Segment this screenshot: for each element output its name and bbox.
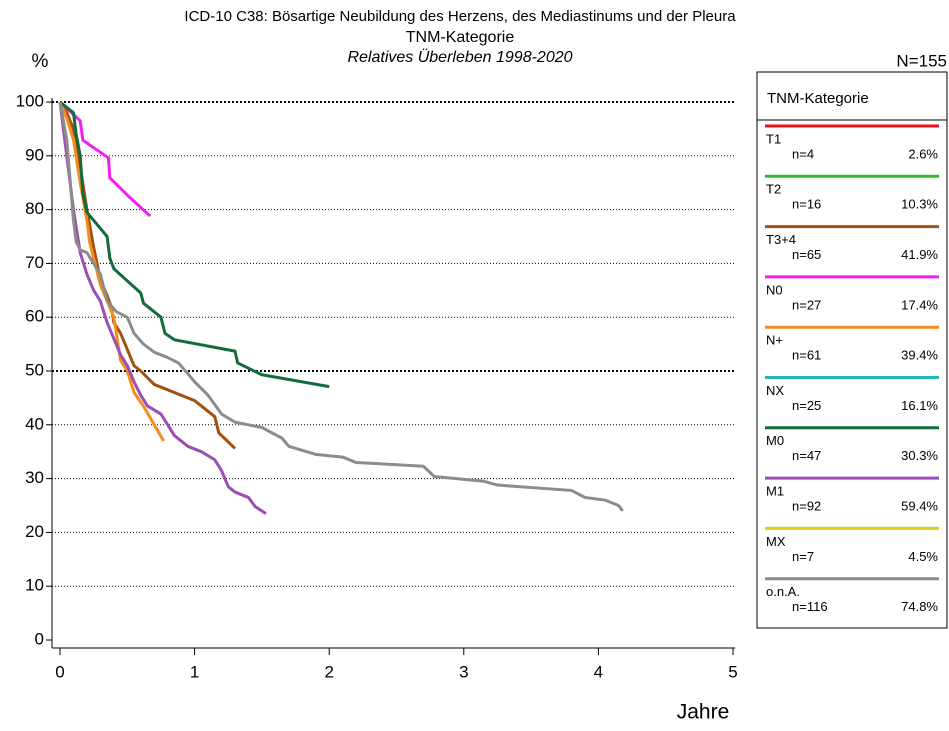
legend-count: n=47 <box>792 448 821 463</box>
y-tick-label: 50 <box>25 360 44 379</box>
legend-count: n=116 <box>792 599 828 614</box>
y-tick-label: 30 <box>25 468 44 487</box>
chart-title: ICD-10 C38: Bösartige Neubildung des Her… <box>184 8 736 25</box>
legend-count: n=16 <box>792 197 821 212</box>
legend-label: o.n.A. <box>766 584 800 599</box>
legend-count: n=92 <box>792 499 821 514</box>
y-tick-label: 20 <box>25 522 44 541</box>
legend-share: 4.5% <box>908 549 938 564</box>
legend-count: n=7 <box>792 549 814 564</box>
survival-line <box>58 101 267 515</box>
legend-share: 10.3% <box>901 197 938 212</box>
legend-share: 16.1% <box>901 398 938 413</box>
legend-count: n=61 <box>792 348 821 363</box>
legend-share: 39.4% <box>901 348 938 363</box>
y-tick-label: 10 <box>25 576 44 595</box>
y-tick-label: 70 <box>25 253 44 272</box>
survival-line <box>58 100 152 218</box>
legend-share: 17.4% <box>901 297 938 312</box>
chart-subtitle: TNM-Kategorie <box>406 29 515 46</box>
legend-title: TNM-Kategorie <box>767 90 869 107</box>
y-tick-label: 60 <box>25 307 44 326</box>
legend-label: T3+4 <box>766 232 796 247</box>
y-tick-label: 80 <box>25 199 44 218</box>
survival-line <box>59 100 330 389</box>
y-tick-label: 0 <box>35 629 44 648</box>
legend-label: N+ <box>766 333 783 348</box>
legend-label: MX <box>766 534 786 549</box>
y-axis-label: % <box>32 51 49 72</box>
x-tick-label: 2 <box>324 662 333 681</box>
x-tick-label: 0 <box>55 662 64 681</box>
legend-count: n=25 <box>792 398 821 413</box>
y-tick-label: 40 <box>25 414 44 433</box>
chart-subtitle: Relatives Überleben 1998-2020 <box>347 48 572 66</box>
x-tick-label: 3 <box>459 662 468 681</box>
x-tick-label: 4 <box>594 662 603 681</box>
n-total: N=155 <box>896 51 947 70</box>
legend-label: N0 <box>766 282 783 297</box>
survival-line <box>58 101 165 442</box>
legend-count: n=65 <box>792 247 821 262</box>
legend-label: NX <box>766 383 784 398</box>
legend-share: 30.3% <box>901 448 938 463</box>
legend-label: T1 <box>766 131 781 146</box>
y-tick-label: 100 <box>16 91 44 110</box>
legend-share: 59.4% <box>901 499 938 514</box>
legend-share: 2.6% <box>908 146 938 161</box>
legend-count: n=27 <box>792 297 821 312</box>
y-tick-label: 90 <box>25 145 44 164</box>
legend-label: M0 <box>766 433 784 448</box>
legend-share: 74.8% <box>901 599 938 614</box>
legend-label: M1 <box>766 484 784 499</box>
x-tick-label: 5 <box>728 662 737 681</box>
legend-count: n=4 <box>792 146 814 161</box>
x-tick-label: 1 <box>190 662 199 681</box>
x-axis-label: Jahre <box>677 701 730 724</box>
legend-label: T2 <box>766 182 781 197</box>
survival-line <box>58 101 624 512</box>
legend-share: 41.9% <box>901 247 938 262</box>
legend-box <box>756 71 948 629</box>
